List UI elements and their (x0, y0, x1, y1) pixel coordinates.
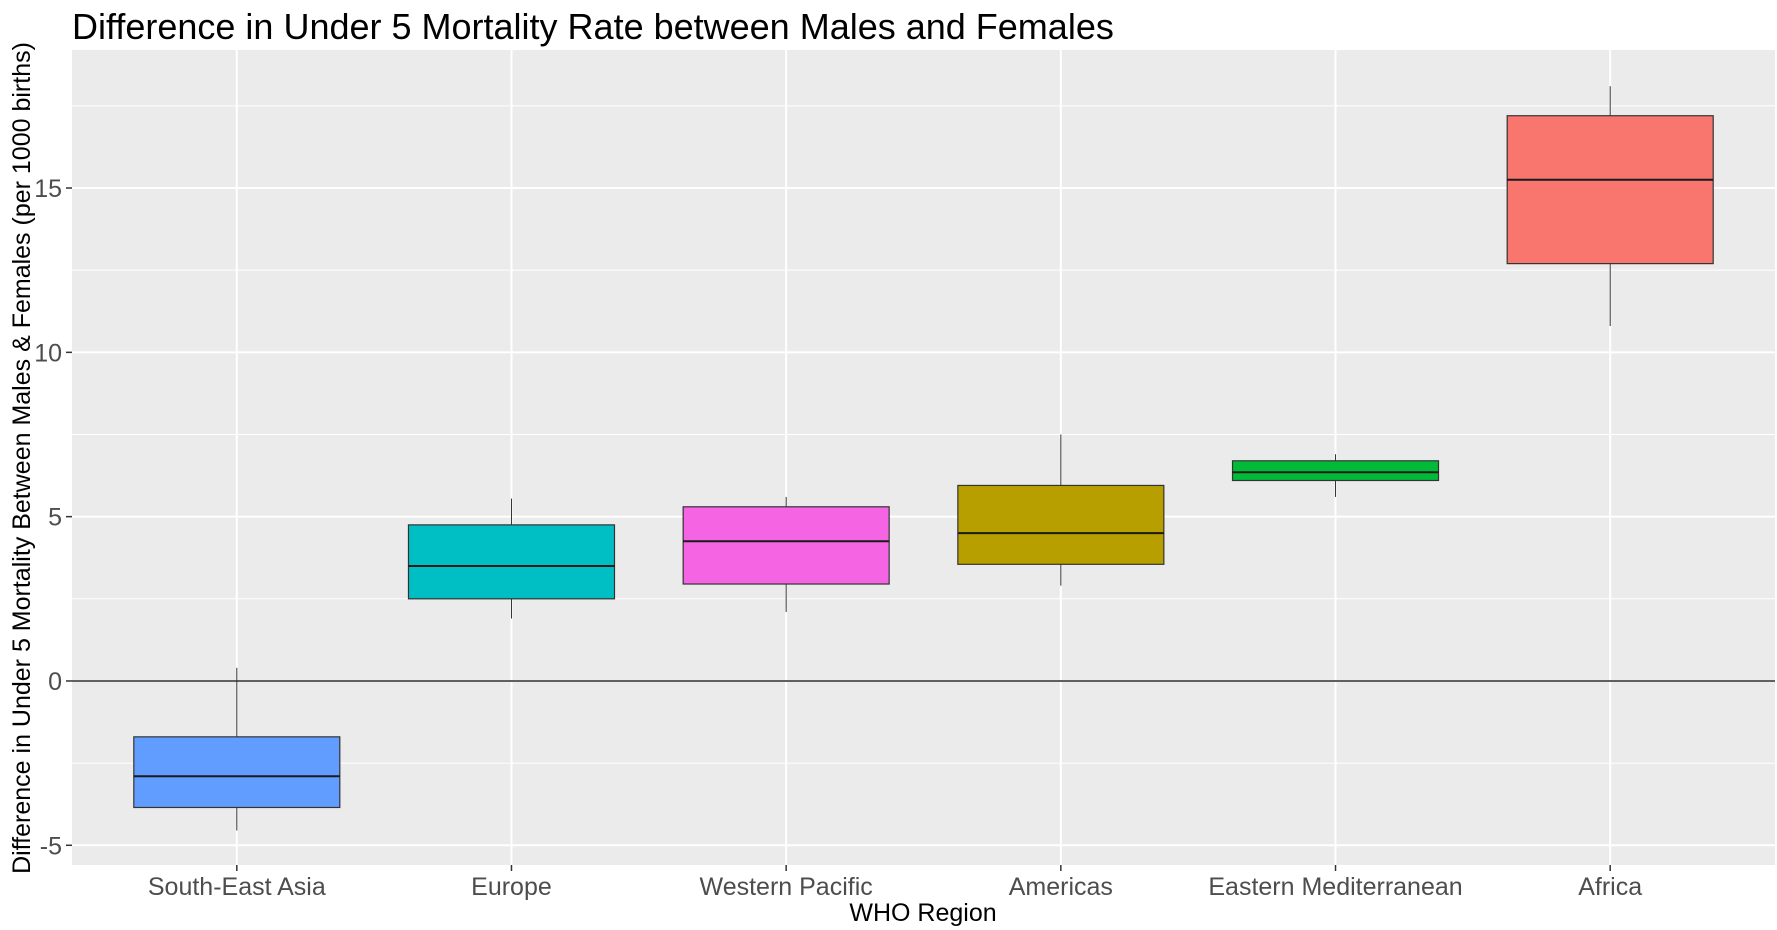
y-tick-label: 0 (48, 668, 62, 696)
box-eastern-mediterranean (1231, 454, 1440, 497)
x-tick-label: Western Pacific (700, 873, 873, 901)
y-axis-title: Difference in Under 5 Mortality Between … (8, 42, 36, 874)
x-tick-label: Europe (471, 873, 552, 901)
box-iqr (957, 484, 1165, 565)
plot-panel (72, 50, 1775, 865)
box-americas (957, 434, 1165, 586)
box-europe (407, 498, 616, 619)
x-tick-label: Americas (1009, 873, 1113, 901)
box-western-pacific (682, 496, 890, 612)
box-iqr (133, 736, 341, 809)
y-tick-label: 15 (34, 175, 62, 203)
minor-gridlines (72, 105, 1775, 764)
y-axis-ticks: -5 0 5 10 15 (34, 175, 72, 860)
box-iqr (682, 506, 890, 585)
box-africa (1506, 86, 1714, 327)
x-tick-label: Eastern Mediterranean (1208, 873, 1462, 901)
box-iqr (407, 524, 616, 600)
y-tick-label: -5 (40, 832, 62, 860)
chart-title: Difference in Under 5 Mortality Rate bet… (72, 6, 1114, 47)
box-iqr (1231, 460, 1440, 482)
x-tick-label: South-East Asia (148, 873, 326, 901)
box-iqr (1506, 115, 1714, 265)
y-tick-label: 10 (34, 339, 62, 367)
x-tick-label: Africa (1578, 873, 1642, 901)
y-tick-label: 5 (48, 504, 62, 532)
x-axis-title: WHO Region (849, 899, 996, 927)
boxes-layer (133, 86, 1714, 831)
box-south-east-asia (133, 667, 341, 831)
x-axis-ticks: South-East Asia Europe Western Pacific Amer… (148, 865, 1642, 901)
